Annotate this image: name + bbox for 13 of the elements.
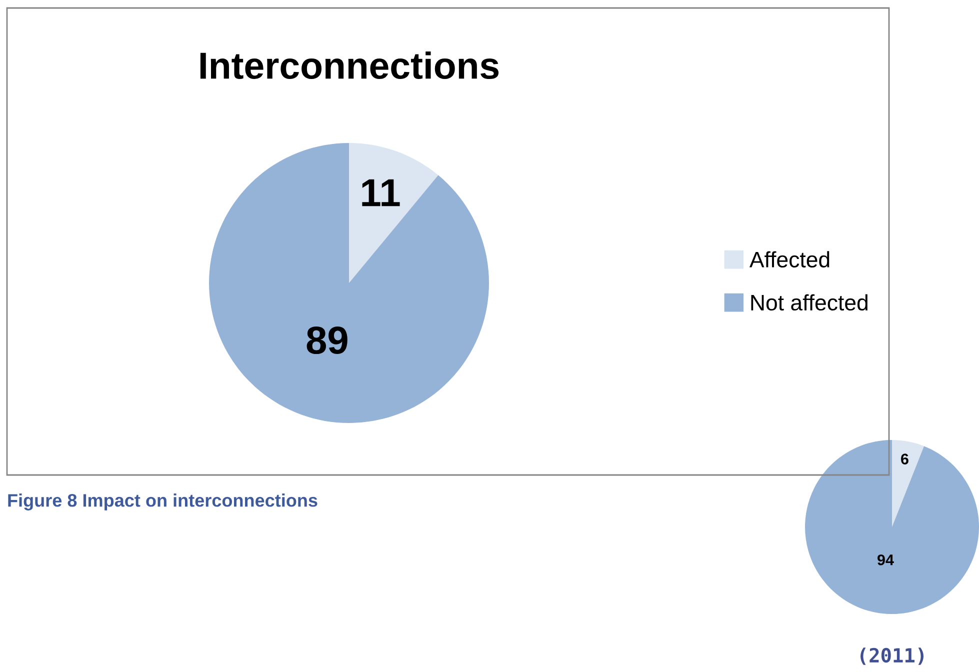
pie-slice [349,143,438,283]
chart-title: Interconnections [200,51,499,80]
text: (2011) [860,648,924,665]
legend-label: Not affected [751,294,868,311]
data-label: 89 [306,326,348,354]
pie-slice [892,440,924,527]
pie-slice [805,440,979,614]
data-label: 6 [901,454,908,464]
data-label: 11 [362,179,400,206]
caption: Figure 8 Impact on interconnections [8,494,318,510]
data-label: 94 [878,554,894,566]
pie-slice [209,143,489,423]
legend-label: Affected [749,251,830,268]
